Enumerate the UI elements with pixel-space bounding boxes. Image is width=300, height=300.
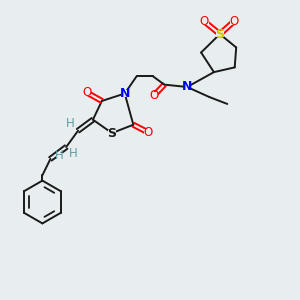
Bar [70, 151, 76, 157]
Text: O: O [143, 126, 152, 139]
Text: O: O [200, 15, 209, 28]
Bar [83, 89, 91, 96]
Text: O: O [230, 15, 239, 28]
Text: O: O [150, 88, 159, 101]
Bar [56, 153, 63, 159]
Text: S: S [215, 28, 224, 40]
Text: N: N [182, 80, 192, 94]
Bar [151, 92, 158, 98]
Text: H: H [66, 117, 75, 130]
Bar [200, 17, 208, 26]
Text: H: H [55, 149, 64, 162]
Bar [184, 84, 191, 90]
Bar [216, 31, 224, 38]
Text: H: H [69, 147, 78, 161]
Bar [108, 130, 116, 136]
Text: N: N [119, 87, 130, 100]
Bar [144, 129, 152, 135]
Bar [121, 90, 128, 97]
Bar [67, 120, 74, 126]
Bar [230, 17, 239, 26]
Text: O: O [82, 86, 91, 99]
Text: S: S [107, 127, 116, 140]
